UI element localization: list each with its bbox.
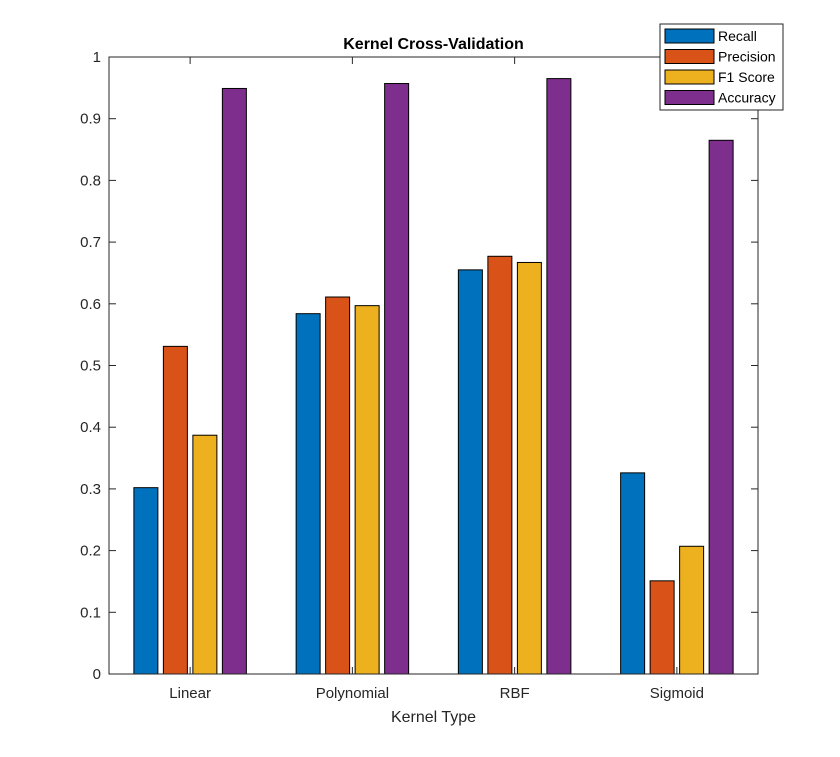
bar-recall-polynomial — [295, 313, 321, 675]
legend-swatch — [664, 28, 715, 44]
legend-swatch — [664, 69, 715, 85]
y-tick-label: 0.4 — [80, 419, 101, 436]
bar-f1-score-linear — [192, 434, 218, 675]
bar-recall-linear — [133, 487, 159, 675]
y-tick-label: 0.3 — [80, 481, 101, 498]
y-tick-label: 0.1 — [80, 604, 101, 621]
legend-label: Accuracy — [718, 90, 776, 106]
bar-precision-rbf — [487, 255, 513, 675]
bar-precision-polynomial — [325, 296, 351, 675]
bar-precision-sigmoid — [649, 580, 675, 675]
bar-accuracy-linear — [221, 87, 247, 675]
y-axis: 0 0.1 0.2 0.3 0.4 0.5 0.6 0.7 0.8 0.9 1 — [80, 49, 758, 683]
chart-title: Kernel Cross-Validation — [343, 36, 524, 53]
x-tick-label: Sigmoid — [650, 685, 704, 702]
legend-label: Precision — [718, 49, 776, 65]
bar-accuracy-sigmoid — [708, 139, 734, 675]
y-tick-label: 0.9 — [80, 111, 101, 128]
legend: Recall Precision F1 Score Accuracy — [659, 23, 784, 111]
bar-f1-score-polynomial — [354, 305, 380, 675]
y-tick-label: 0.6 — [80, 296, 101, 313]
legend-label: Recall — [718, 28, 757, 44]
bar-f1-score-rbf — [516, 261, 542, 675]
y-tick-label: 0.8 — [80, 172, 101, 189]
legend-swatch — [664, 49, 715, 64]
y-tick-label: 0.5 — [80, 358, 101, 375]
x-tick-label: Polynomial — [316, 685, 389, 702]
bar-precision-linear — [162, 345, 188, 675]
bar-accuracy-polynomial — [384, 83, 410, 675]
bar-accuracy-rbf — [546, 78, 572, 675]
y-tick-label: 0.7 — [80, 234, 101, 251]
x-axis-label: Kernel Type — [391, 709, 476, 726]
y-tick-label: 0 — [93, 666, 101, 683]
bar-f1-score-sigmoid — [679, 545, 705, 675]
bar-group — [133, 78, 734, 675]
bar-recall-rbf — [457, 269, 483, 675]
legend-swatch — [664, 90, 715, 105]
y-tick-label: 0.2 — [80, 543, 101, 560]
x-axis: Linear Polynomial RBF Sigmoid — [169, 57, 704, 702]
y-tick-label: 1 — [93, 49, 101, 66]
bar-recall-sigmoid — [620, 472, 646, 675]
legend-label: F1 Score — [718, 69, 775, 85]
x-tick-label: RBF — [500, 685, 530, 702]
x-tick-label: Linear — [169, 685, 211, 702]
